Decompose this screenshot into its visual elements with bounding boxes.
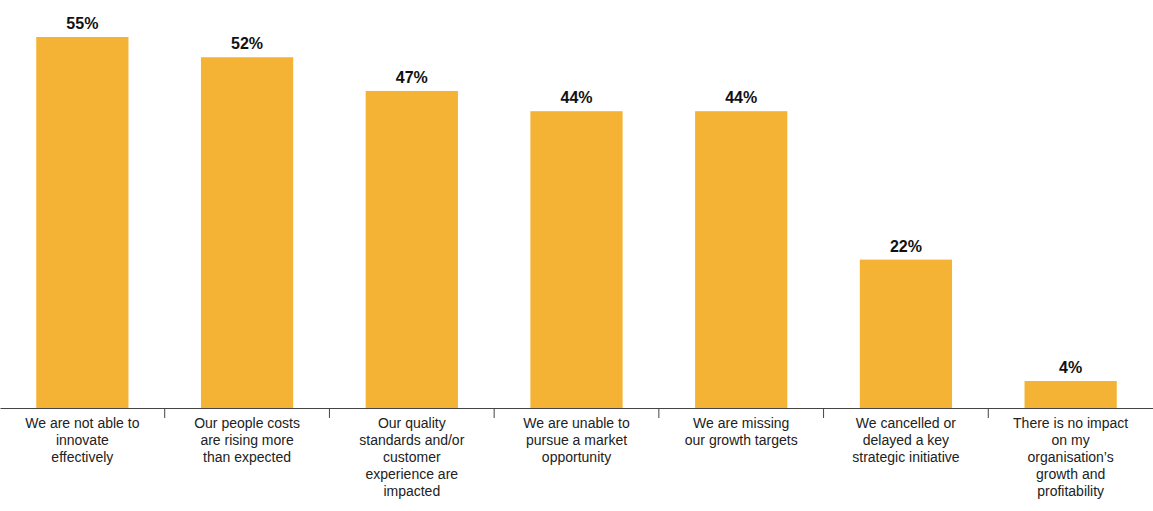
tick-label: We are missingour growth targets: [685, 415, 798, 448]
chart: We are not able toinnovateeffectively Our…: [0, 0, 1153, 511]
data-label: 44%: [560, 89, 592, 106]
data-labels: 55% 52% 47% 44% 44% 22% 4%: [66, 15, 1082, 376]
tick-label: There is no impacton myorganisation’sgro…: [1013, 415, 1128, 499]
bar: [695, 111, 787, 408]
data-label: 44%: [725, 89, 757, 106]
data-label: 55%: [66, 15, 98, 32]
bar: [366, 91, 458, 408]
tick-label: Our qualitystandards and/orcustomerexper…: [359, 415, 464, 499]
separator: [823, 408, 824, 418]
tick: We are unable topursue a marketopportuni…: [523, 408, 630, 465]
tick-label: We are not able toinnovateeffectively: [25, 415, 139, 465]
bars: [36, 37, 1117, 408]
tick: We cancelled ordelayed a keystrategic in…: [852, 408, 960, 465]
bar: [36, 37, 128, 408]
separator: [494, 408, 495, 418]
x-axis: We are not able toinnovateeffectively Our…: [1, 408, 1153, 499]
tick-label: We cancelled ordelayed a keystrategic in…: [852, 415, 960, 465]
bar: [1025, 381, 1117, 408]
bar: [201, 57, 293, 408]
tick: We are not able toinnovateeffectively: [25, 408, 139, 465]
tick: Our people costsare rising morethan expe…: [194, 408, 300, 465]
separator: [329, 408, 330, 418]
tick-label: Our people costsare rising morethan expe…: [194, 415, 300, 465]
bar: [860, 260, 952, 408]
separator: [988, 408, 989, 418]
tick: We are missingour growth targets: [685, 408, 798, 448]
bar: [530, 111, 622, 408]
data-label: 47%: [396, 69, 428, 86]
separators: [165, 408, 989, 418]
axis-line: [1, 408, 1153, 409]
separator: [658, 408, 659, 418]
tick: Our qualitystandards and/orcustomerexper…: [359, 408, 464, 499]
data-label: 4%: [1059, 359, 1082, 376]
data-label: 52%: [231, 35, 263, 52]
tick: There is no impacton myorganisation’sgro…: [1013, 408, 1128, 499]
data-label: 22%: [890, 238, 922, 255]
separator: [164, 408, 165, 418]
tick-label: We are unable topursue a marketopportuni…: [523, 415, 630, 465]
